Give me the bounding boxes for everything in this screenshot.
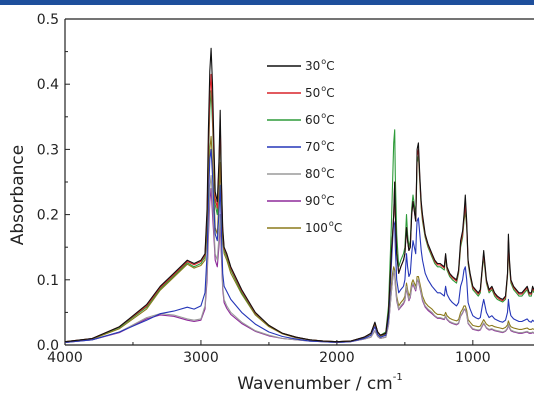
y-tick-label: 0.4 [37,77,59,93]
legend-label-70c: 70oC [305,138,335,154]
x-tick-label: 3000 [183,350,219,366]
legend-label-100c: 100oC [305,219,342,235]
top-accent-bar [0,0,534,5]
x-tick-label: 1000 [455,350,491,366]
x-axis-title-superscript: -1 [393,372,403,383]
y-axis-title: Absorbance [8,145,28,245]
series-line-30c [64,47,534,343]
legend-label-30c: 30oC [305,57,335,73]
legend: 30oC 50oC 60oC 70oC 80oC 90oC 100oC [267,57,342,235]
legend-label-60c: 60oC [305,111,335,127]
series-line-100c [64,135,534,343]
x-tick-label: 2000 [319,350,355,366]
x-axis-title: Wavenumber / cm-1 [237,372,402,394]
legend-label-80c: 80oC [305,165,335,181]
y-tick-label: 0.3 [37,142,59,158]
axes [64,18,534,346]
y-tick-label: 0.5 [37,12,59,28]
x-axis-title-text: Wavenumber / cm [237,374,392,394]
series-line-50c [64,73,534,343]
legend-label-50c: 50oC [305,84,335,100]
x-tick-label: 4000 [47,350,83,366]
y-tick-label: 0.1 [37,273,59,289]
legend-label-90c: 90oC [305,192,335,208]
series-line-70c [64,148,534,343]
series-line-80c [64,174,534,343]
y-tick-label: 0.2 [37,208,59,224]
y-tick-label: 0.0 [37,338,59,354]
